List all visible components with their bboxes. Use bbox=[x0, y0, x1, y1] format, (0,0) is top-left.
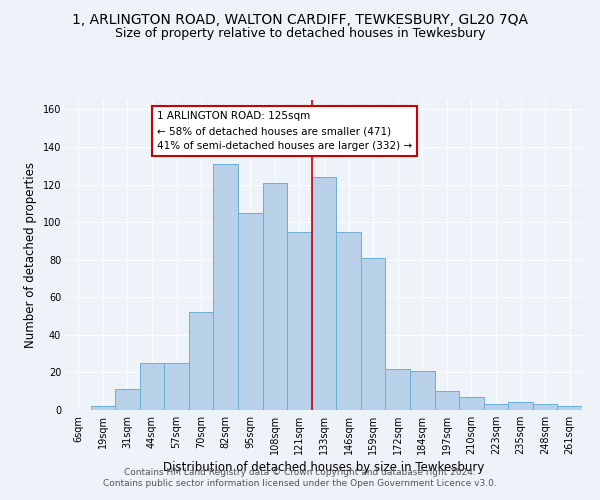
Bar bbox=[115, 390, 140, 410]
Bar bbox=[557, 406, 582, 410]
Text: 1, ARLINGTON ROAD, WALTON CARDIFF, TEWKESBURY, GL20 7QA: 1, ARLINGTON ROAD, WALTON CARDIFF, TEWKE… bbox=[72, 12, 528, 26]
Bar bbox=[336, 232, 361, 410]
Bar bbox=[287, 232, 312, 410]
Bar bbox=[533, 404, 557, 410]
Bar bbox=[164, 363, 189, 410]
Bar bbox=[361, 258, 385, 410]
Bar bbox=[214, 164, 238, 410]
Bar bbox=[459, 397, 484, 410]
Bar bbox=[140, 363, 164, 410]
X-axis label: Distribution of detached houses by size in Tewkesbury: Distribution of detached houses by size … bbox=[163, 461, 485, 474]
Bar bbox=[484, 404, 508, 410]
Bar bbox=[508, 402, 533, 410]
Bar bbox=[189, 312, 214, 410]
Y-axis label: Number of detached properties: Number of detached properties bbox=[24, 162, 37, 348]
Bar bbox=[434, 391, 459, 410]
Bar bbox=[385, 368, 410, 410]
Bar bbox=[91, 406, 115, 410]
Bar bbox=[312, 177, 336, 410]
Text: 1 ARLINGTON ROAD: 125sqm
← 58% of detached houses are smaller (471)
41% of semi-: 1 ARLINGTON ROAD: 125sqm ← 58% of detach… bbox=[157, 112, 412, 151]
Text: Contains HM Land Registry data © Crown copyright and database right 2024.
Contai: Contains HM Land Registry data © Crown c… bbox=[103, 468, 497, 487]
Text: Size of property relative to detached houses in Tewkesbury: Size of property relative to detached ho… bbox=[115, 28, 485, 40]
Bar bbox=[263, 182, 287, 410]
Bar bbox=[238, 212, 263, 410]
Bar bbox=[410, 370, 434, 410]
